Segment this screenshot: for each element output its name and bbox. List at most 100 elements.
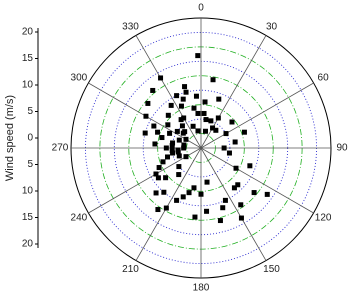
data-point [183, 89, 189, 95]
data-point [176, 137, 182, 143]
data-point [161, 189, 167, 195]
data-point [151, 123, 157, 129]
data-point [186, 190, 192, 196]
data-point [180, 194, 186, 200]
data-point [238, 202, 244, 208]
data-point [176, 153, 182, 159]
y-tick-label: 0 [27, 133, 33, 144]
data-point [165, 154, 171, 160]
data-point [165, 122, 171, 128]
data-point [204, 179, 210, 185]
data-point [251, 190, 257, 196]
data-point [193, 93, 199, 99]
angular-tick-label: 120 [315, 213, 332, 224]
data-point [176, 164, 182, 170]
angular-tick-label: 150 [263, 264, 280, 275]
data-point [159, 135, 165, 141]
data-point [181, 145, 187, 151]
angular-tick-label: 180 [193, 283, 210, 294]
data-point [183, 136, 189, 142]
data-point [180, 96, 186, 102]
data-point [153, 171, 159, 177]
data-point [163, 145, 169, 151]
data-point [232, 139, 238, 145]
data-point [238, 215, 244, 221]
data-point [158, 75, 164, 81]
data-point [215, 115, 221, 121]
angular-tick-label: 60 [318, 73, 330, 84]
data-point [152, 141, 158, 147]
data-point [153, 190, 159, 196]
data-point [208, 118, 214, 124]
angular-grid-line [135, 35, 202, 149]
data-point [183, 154, 189, 160]
data-point [168, 102, 174, 108]
data-point [169, 148, 175, 154]
angular-tick-label: 30 [266, 21, 278, 32]
y-axis-label: Wind speed (m/s) [4, 95, 16, 181]
data-point [180, 130, 186, 136]
data-point [204, 208, 210, 214]
data-point [174, 197, 180, 203]
data-point [181, 142, 187, 148]
data-point [198, 191, 204, 197]
data-point [195, 128, 201, 134]
data-point [163, 205, 169, 211]
angular-tick-label: 240 [71, 213, 88, 224]
angular-tick-label: 330 [122, 21, 139, 32]
angular-tick-label: 270 [52, 143, 69, 154]
data-point [247, 163, 253, 169]
data-point [181, 115, 187, 121]
angular-grid-line [200, 82, 314, 149]
data-point [202, 128, 208, 134]
y-tick-label: 10 [22, 80, 34, 91]
angular-grid-line [135, 147, 202, 261]
y-tick-label: 5 [27, 106, 33, 117]
data-point [221, 145, 227, 151]
y-tick-label: 20 [22, 239, 34, 250]
angular-tick-label: 90 [336, 143, 348, 154]
data-point [210, 125, 216, 131]
data-point [174, 93, 180, 99]
data-point [163, 175, 169, 181]
data-point [223, 131, 229, 137]
data-point [233, 165, 239, 171]
angular-tick-label: 210 [122, 264, 139, 275]
data-point [213, 127, 219, 133]
data-point [155, 129, 161, 135]
data-point [217, 218, 223, 224]
data-point [145, 100, 151, 106]
data-point [226, 150, 232, 156]
data-point [175, 149, 181, 155]
data-point [178, 103, 184, 109]
data-point [191, 105, 197, 111]
data-point [229, 119, 235, 125]
data-point [202, 99, 208, 105]
data-point [178, 117, 184, 123]
y-tick-label: 5 [27, 159, 33, 170]
data-point [155, 175, 161, 181]
y-tick-label: 15 [22, 212, 34, 223]
angular-tick-label: 0 [198, 3, 204, 14]
data-point [210, 77, 216, 83]
y-tick-label: 10 [22, 186, 34, 197]
data-point [167, 130, 173, 136]
data-point [222, 197, 228, 203]
data-point [176, 172, 182, 178]
data-point [220, 205, 226, 211]
data-point [170, 140, 176, 146]
data-point [235, 182, 241, 188]
data-point [143, 113, 149, 119]
data-point [195, 110, 201, 116]
angular-grid-line [200, 147, 314, 214]
data-point [182, 84, 188, 90]
data-point [165, 112, 171, 118]
y-tick-label: 15 [22, 53, 34, 64]
data-point [216, 96, 222, 102]
data-point [264, 191, 270, 197]
angular-grid-line [200, 147, 267, 261]
data-point [174, 128, 180, 134]
y-tick-label: 20 [22, 27, 34, 38]
